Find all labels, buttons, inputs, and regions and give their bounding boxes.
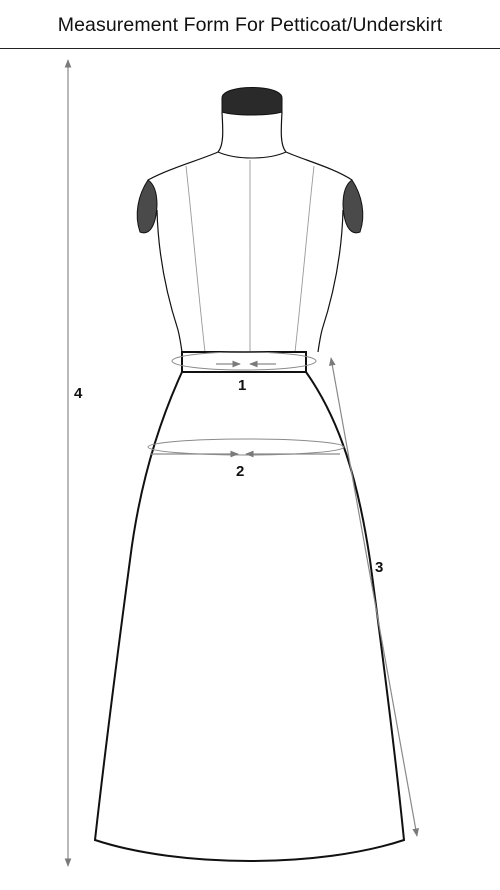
skirt-length-measurement: 3 xyxy=(329,357,419,837)
waist-loop xyxy=(171,351,317,371)
full-length-measurement: 4 xyxy=(64,59,83,867)
left-arm-cap-icon xyxy=(136,179,158,234)
dress-form xyxy=(136,87,364,353)
full-length-label: 4 xyxy=(74,385,83,402)
neck-cap-icon xyxy=(221,87,283,116)
hip-measurement: 2 xyxy=(147,438,345,480)
skirt-outline xyxy=(93,371,406,862)
skirt-length-label: 3 xyxy=(375,559,383,576)
torso-right-side xyxy=(317,209,344,353)
neckline xyxy=(217,151,287,159)
waist-measurement: 1 xyxy=(171,351,317,394)
right-arm-cap-icon xyxy=(342,179,364,234)
torso-left-side xyxy=(156,209,183,353)
shoulder-line xyxy=(147,151,353,181)
skirt-length-arrow xyxy=(329,357,419,837)
hip-label: 2 xyxy=(236,463,244,480)
neck-outline xyxy=(217,111,287,153)
title-divider xyxy=(0,48,500,49)
seam-lines xyxy=(185,160,315,353)
waistband xyxy=(181,351,307,373)
page-title: Measurement Form For Petticoat/Underskir… xyxy=(57,14,443,36)
waist-label: 1 xyxy=(238,377,246,394)
